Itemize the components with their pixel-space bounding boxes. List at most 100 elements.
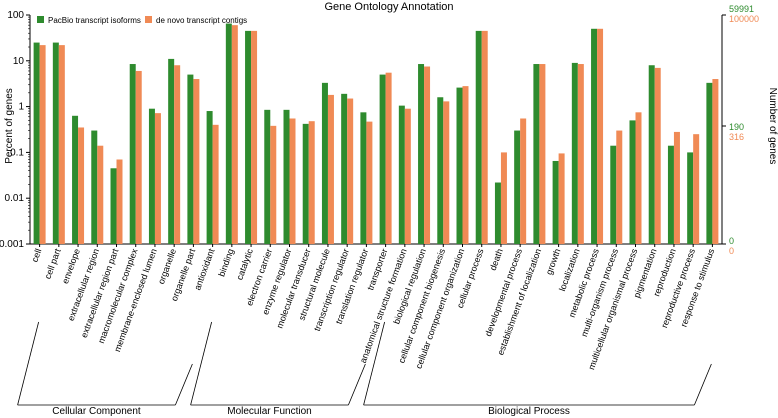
x-tick-label: organelle (156, 247, 178, 285)
bar-denovo (616, 130, 623, 244)
bar-denovo (308, 121, 315, 244)
y-tick-label: 0.01 (5, 193, 25, 204)
bar-denovo (39, 45, 46, 245)
bar-pacbio (187, 74, 194, 244)
bar-pacbio (398, 105, 405, 244)
bar-pacbio (706, 82, 713, 245)
legend-swatch-denovo (145, 16, 152, 23)
group-bracket-right (694, 363, 712, 406)
bar-denovo (385, 72, 392, 244)
group-bracket-right (348, 363, 366, 406)
y-tick-label: 0.1 (10, 147, 24, 158)
bar-denovo (154, 113, 161, 244)
bars (33, 23, 719, 245)
bar-denovo (558, 153, 565, 244)
y-axis-label-right: Number of genes (767, 88, 778, 165)
bar-denovo (520, 118, 527, 244)
bar-denovo (347, 98, 354, 244)
bar-denovo (78, 127, 85, 244)
bar-denovo (58, 45, 65, 245)
bar-denovo (212, 124, 219, 244)
y-tick-label: 10 (13, 56, 25, 67)
bar-pacbio (33, 42, 40, 245)
bar-pacbio (360, 112, 367, 244)
bar-denovo (424, 66, 431, 245)
bar-denovo (443, 101, 450, 244)
y-tick-label: 1 (18, 102, 24, 113)
bar-denovo (539, 64, 546, 244)
bar-pacbio (72, 115, 79, 245)
group-bracket-left (17, 321, 39, 406)
group-bracket-right (175, 363, 193, 406)
x-tick-label: binding (216, 247, 235, 278)
x-tick-label: cell part (43, 247, 63, 281)
bar-denovo (135, 70, 142, 245)
bar-pacbio (437, 97, 444, 244)
x-tick-label: cell (29, 247, 43, 263)
right-top-series1: 59991 (729, 4, 754, 14)
bar-pacbio (667, 145, 674, 244)
bar-denovo (116, 159, 123, 244)
group-label: Biological Process (488, 406, 570, 417)
x-tick-label: growth (544, 247, 563, 276)
bar-denovo (597, 28, 604, 245)
bar-denovo (97, 145, 104, 244)
bar-pacbio (225, 23, 232, 244)
y-axis-label-left: Percent of genes (4, 88, 15, 164)
legend-swatch-pacbio (37, 16, 44, 23)
bar-denovo (193, 79, 200, 244)
bar-pacbio (264, 109, 271, 244)
bar-pacbio (591, 28, 598, 245)
x-tick-label: envelope (60, 247, 82, 285)
bar-pacbio (648, 65, 655, 244)
right-mid-series2: 316 (729, 132, 744, 142)
bar-pacbio (514, 130, 521, 244)
bar-pacbio (571, 62, 578, 245)
bar-denovo (270, 125, 277, 244)
right-bottom-series2: 0 (729, 246, 734, 256)
bar-pacbio (341, 93, 348, 244)
bar-denovo (673, 131, 680, 244)
group-label: Molecular Function (227, 406, 311, 417)
bar-pacbio (110, 168, 117, 244)
legend-label-pacbio: PacBio transcript isoforms (48, 16, 141, 25)
bar-denovo (289, 118, 296, 244)
bar-pacbio (302, 123, 309, 244)
bar-pacbio (168, 58, 175, 244)
bar-denovo (712, 79, 719, 244)
bar-denovo (231, 25, 238, 244)
bar-pacbio (533, 64, 540, 244)
bar-pacbio (129, 64, 136, 244)
bar-denovo (500, 152, 507, 244)
y-tick-label: 100 (7, 10, 24, 21)
y-tick-label: 0.001 (0, 239, 24, 250)
right-axis-counts: 59991 100000 190 316 0 0 (729, 4, 759, 256)
bar-denovo (693, 134, 700, 244)
axes: 0.001 0.01 0.1 1 10 100 (0, 10, 726, 250)
bar-pacbio (610, 145, 617, 244)
category-groups: Cellular Component Molecular Function Biol… (17, 321, 712, 417)
bar-denovo (327, 94, 334, 245)
bar-pacbio (283, 109, 290, 244)
legend: PacBio transcript isoforms de novo trans… (37, 16, 247, 25)
bar-pacbio (418, 64, 425, 244)
bar-denovo (654, 67, 661, 245)
bar-denovo (366, 121, 373, 244)
legend-label-denovo: de novo transcript contigs (156, 16, 247, 25)
bar-pacbio (148, 108, 155, 244)
bar-pacbio (494, 182, 501, 244)
bar-denovo (481, 30, 488, 244)
right-mid-series1: 190 (729, 122, 744, 132)
x-tick-label: catalytic (234, 247, 255, 281)
bar-pacbio (552, 160, 559, 244)
right-top-series2: 100000 (729, 14, 759, 24)
x-tick-label: death (488, 247, 505, 272)
bar-denovo (404, 108, 411, 244)
bar-denovo (251, 30, 258, 244)
group-label: Cellular Component (52, 406, 141, 417)
bar-denovo (577, 64, 584, 244)
chart-title: Gene Ontology Annotation (324, 1, 453, 13)
group-bracket-left (190, 321, 212, 406)
